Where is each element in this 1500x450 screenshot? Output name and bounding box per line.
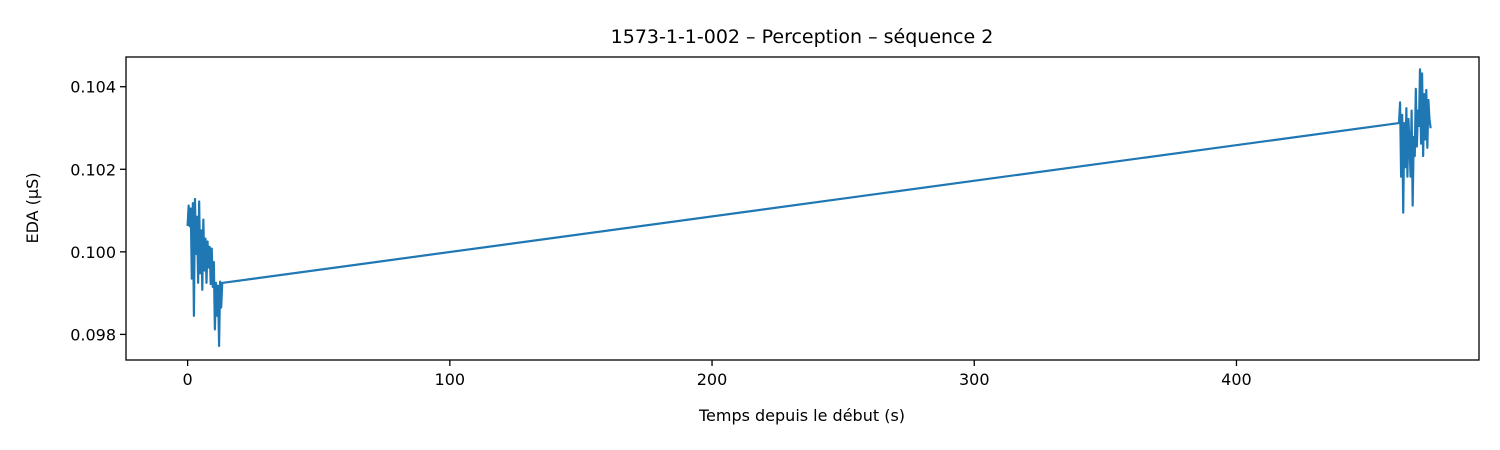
x-tick-label: 100 bbox=[435, 370, 466, 389]
x-tick-label: 300 bbox=[959, 370, 990, 389]
eda-series-line bbox=[186, 68, 1432, 348]
y-axis-label: EDA (µS) bbox=[23, 173, 42, 244]
y-tick-label: 0.100 bbox=[70, 243, 116, 262]
plot-frame bbox=[125, 56, 1480, 361]
x-axis-label: Temps depuis le début (s) bbox=[698, 406, 905, 425]
y-axis-ticks: 0.098 0.100 0.102 0.104 bbox=[70, 78, 126, 344]
y-tick-label: 0.098 bbox=[70, 325, 116, 344]
x-tick-label: 200 bbox=[697, 370, 728, 389]
x-tick-label: 400 bbox=[1221, 370, 1252, 389]
plot-area bbox=[186, 68, 1432, 348]
x-tick-label: 0 bbox=[183, 370, 193, 389]
chart-title: 1573-1-1-002 – Perception – séquence 2 bbox=[611, 26, 994, 48]
x-axis-ticks: 0 100 200 300 400 bbox=[183, 360, 1252, 389]
y-tick-label: 0.102 bbox=[70, 160, 116, 179]
y-tick-label: 0.104 bbox=[70, 78, 116, 97]
